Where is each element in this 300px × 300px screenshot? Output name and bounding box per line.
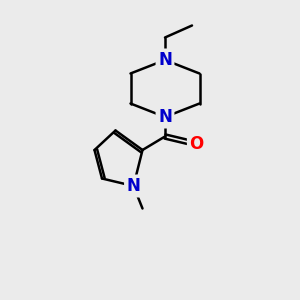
Text: N: N <box>158 108 172 126</box>
Text: N: N <box>158 51 172 69</box>
Text: O: O <box>189 135 204 153</box>
Text: N: N <box>127 177 140 195</box>
